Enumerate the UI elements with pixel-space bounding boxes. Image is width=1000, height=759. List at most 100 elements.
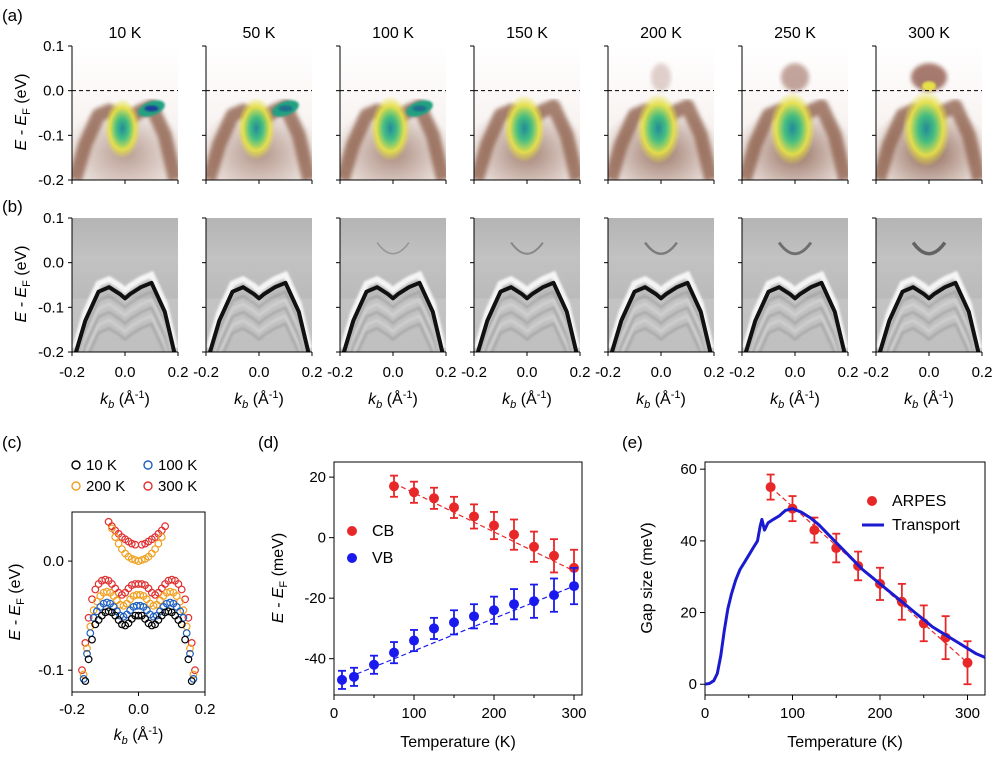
data-point [166,598,175,607]
derivative-conduction-band [510,241,544,255]
data-point [509,529,519,540]
legend-marker [347,526,357,536]
derivative-conduction-band [777,241,813,256]
y-axis-label: E - EF (eV) [7,564,27,641]
data-point [449,502,459,513]
data-point [182,629,191,637]
x-axis-label-sub: b [644,399,650,411]
x-axis-label-close: ) [815,391,820,408]
legend-marker [71,460,81,470]
data-point [962,657,973,668]
data-point [81,677,90,685]
x-axis-label-main: k [904,391,913,408]
derivative-band-halo [876,270,982,350]
arpes-image [876,46,982,180]
derivative-texture [615,298,708,352]
derivative-panel: -0.2 0.0 0.2 kb (Å-1) [461,217,590,411]
x-axis-label-unit: (Å [114,389,135,408]
arpes-cb-bright [922,81,936,92]
x-axis-label-main: k [636,391,645,408]
legend-label: 200 K [86,478,125,495]
data-point [127,555,136,563]
derivative-band [207,280,311,352]
derivative-texture [352,314,436,352]
temperature-label: 10 K [109,25,142,42]
x-axis-label-sup: -1 [671,389,681,401]
data-point [176,607,185,616]
x-axis-label-sup: -1 [269,389,279,401]
x-axis-label: kb (Å-1) [770,389,820,411]
arpes-bright-spot [636,93,681,164]
x-axis-label-sub: b [376,399,382,411]
y-tick-label: 0.0 [43,255,64,272]
y-tick-label: -40 [304,651,326,668]
derivative-texture [479,290,576,352]
data-point [114,616,123,624]
data-point [409,635,419,646]
y-tick-label: -20 [304,590,326,607]
derivative-band-halo [608,270,714,350]
data-point [84,655,93,664]
arpes-image [742,46,848,180]
data-point [88,635,96,644]
data-point [469,511,479,522]
derivative-texture [79,298,172,352]
derivative-panel: -0.2 0.0 0.2 kb (Å-1) [595,217,724,411]
data-point [79,675,88,683]
x-axis-label-main: k [234,391,243,408]
derivative-texture [347,298,440,352]
x-axis-label-sub: b [510,399,516,411]
data-point [186,649,194,658]
data-point [177,620,186,629]
derivative-image [876,218,982,352]
data-point [154,539,163,548]
data-point [154,616,163,624]
derivative-ylabel-unit: (eV) [13,246,30,281]
y-axis-label: Gap size (meV) [639,522,656,633]
legend-label: VB [372,550,393,567]
legend-label: CB [372,523,394,540]
derivative-band-halo [72,270,178,350]
y-axis-label-sub: F [15,598,27,605]
derivative-band-halo [340,270,446,350]
derivative-texture [84,314,168,352]
x-axis-label-unit: (Å [248,389,269,408]
x-axis-label-sub: b [122,735,128,747]
fit-line [393,482,575,572]
data-point [179,606,188,615]
x-tick-label: 0.0 [919,364,940,381]
arpes-bright-spot [104,98,141,159]
arpes-ylabel-unit: (eV) [13,74,30,109]
arpes-panel [202,45,313,184]
arpes-cb-intensity [781,63,809,92]
y-tick-label: -0.1 [38,127,64,144]
data-point [102,598,111,607]
panel-label-d: (d) [258,433,279,452]
data-point [151,545,160,553]
x-axis-label-sup: -1 [135,389,145,401]
data-point [172,592,181,600]
x-tick-label: 200 [867,705,892,722]
data-point [78,666,86,675]
arpes-band-peak-core [144,105,159,112]
x-axis-label-sup: -1 [148,725,158,737]
arpes-bright-spot [370,95,411,162]
x-axis-label-unit: (Å [516,389,537,408]
data-point [164,607,173,616]
derivative-texture [624,322,702,352]
derivative-band [475,280,579,352]
y-tick-label: 20 [309,469,326,486]
plot-frame [333,461,583,696]
derivative-band-halo [742,270,848,350]
data-point [429,493,439,504]
x-axis-label-sub: b [242,399,248,411]
data-point [136,601,145,610]
temperature-label: 200 K [640,25,682,42]
x-tick-label: 0.0 [785,364,806,381]
arpes-image [206,46,312,180]
data-point [91,585,100,594]
data-point [176,597,185,606]
x-tick-label: 0.0 [249,364,270,381]
derivative-texture [88,322,166,352]
